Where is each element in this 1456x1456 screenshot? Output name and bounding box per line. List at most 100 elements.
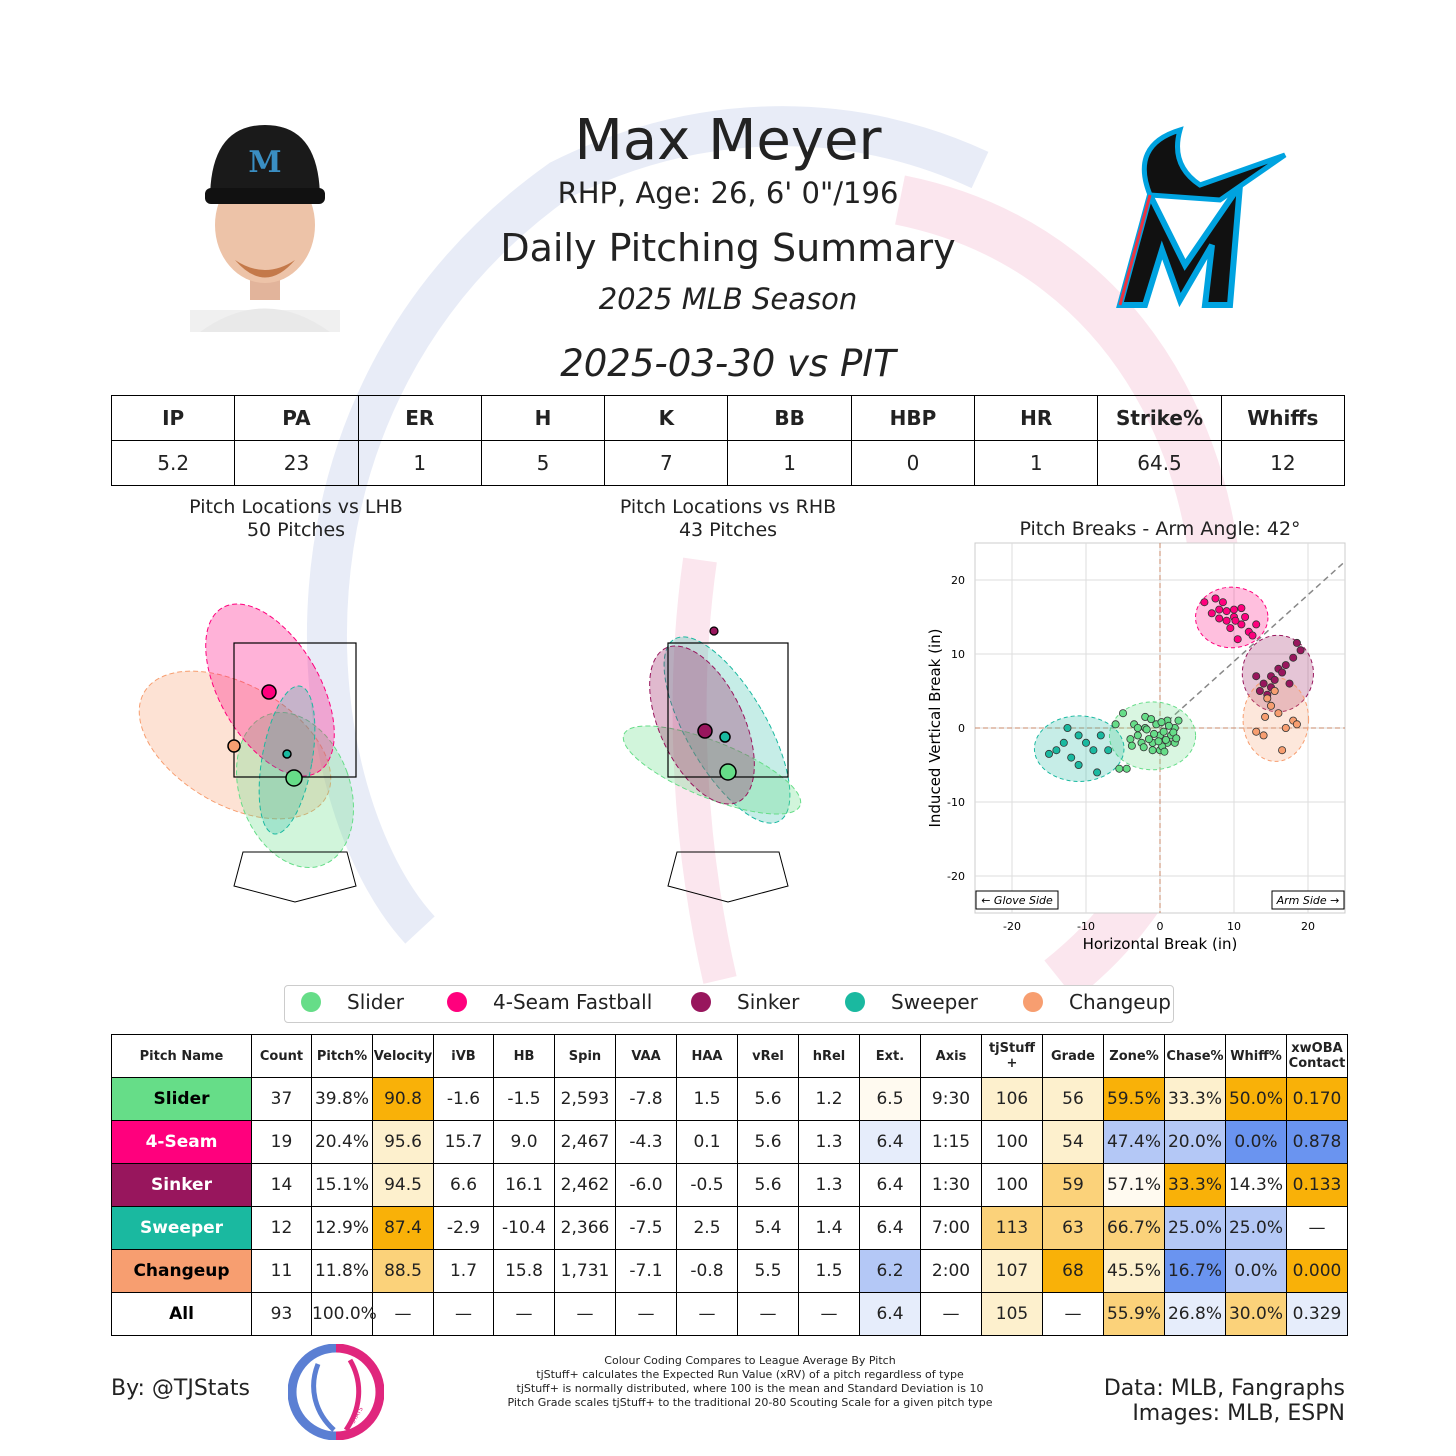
pitch-name-cell: Sinker (111, 1163, 252, 1207)
pitch-metric-cell: 6.4 (859, 1163, 921, 1207)
pitch-name-cell: All (111, 1292, 252, 1336)
data-point (1104, 746, 1113, 755)
pitch-table-header: Whiff% (1225, 1034, 1287, 1078)
data-point (1259, 679, 1268, 688)
data-point (1089, 746, 1098, 755)
data-point (1118, 709, 1127, 718)
x-tick-label: 10 (1227, 920, 1241, 933)
lhb-mean-4seam (261, 684, 277, 700)
pitch-metric-cell: 88.5 (372, 1249, 434, 1293)
pitch-metric-cell: 0.878 (1286, 1120, 1348, 1164)
pitch-metric-cell: 59 (1042, 1163, 1104, 1207)
lhb-mean-sweeper (282, 749, 292, 759)
pitch-table-row: 4-Seam 19 20.4% 95.6 15.7 9.0 2,467 -4.3 0.1 5.6 1… (111, 1120, 1348, 1164)
pitch-metric-cell: 0.1 (676, 1120, 738, 1164)
pitch-table-header: HB (493, 1034, 555, 1078)
data-point (1222, 616, 1231, 625)
data-point (1159, 727, 1168, 736)
data-point (1218, 598, 1227, 607)
pitch-table-header: Axis (920, 1034, 982, 1078)
pitch-name-cell: 4-Seam (111, 1120, 252, 1164)
footnote-line-2: tjStuff+ calculates the Expected Run Val… (536, 1368, 964, 1381)
data-point (1147, 715, 1156, 724)
stat-header-cell: Strike% (1097, 395, 1222, 441)
rhb-mean-sinker (697, 723, 713, 739)
pitch-table-header: Pitch Name (111, 1034, 252, 1078)
data-point (1157, 718, 1166, 727)
pitch-metric-cell: 2.5 (676, 1206, 738, 1250)
season-label: 2025 MLB Season (598, 282, 858, 316)
pitch-metric-cell: 2,467 (554, 1120, 616, 1164)
rhb-home-plate (667, 851, 789, 903)
stat-value-cell: 7 (604, 440, 729, 486)
pitch-metric-cell: 25.0% (1164, 1206, 1226, 1250)
pitch-metric-cell: 5.5 (737, 1249, 799, 1293)
data-point (1296, 646, 1305, 655)
pitch-metric-cell: 2,593 (554, 1077, 616, 1121)
pitch-metric-cell: 19 (251, 1120, 312, 1164)
arm-side-box (1271, 890, 1345, 910)
pitch-table-row: Changeup 11 11.8% 88.5 1.7 15.8 1,731 -7.1 -0.8 5… (111, 1249, 1348, 1293)
rhb-point-4seam (709, 626, 719, 636)
legend-item: Slider (301, 990, 404, 1014)
pitch-table-header: Zone% (1103, 1034, 1165, 1078)
tjstats-logo: STATS (288, 1344, 384, 1440)
data-point (1252, 620, 1261, 629)
lhb-mean-changeup (227, 739, 241, 753)
pitch-metric-cell: 0.0% (1225, 1120, 1287, 1164)
rhb-location-plot (622, 626, 802, 903)
marlins-logo (1116, 126, 1287, 308)
pitch-metric-cell: — (920, 1292, 982, 1336)
lhb-location-plot (138, 603, 357, 903)
stat-value-cell: 1 (357, 440, 482, 486)
data-point (1052, 746, 1061, 755)
data-point (1150, 729, 1159, 738)
pitch-metric-cell: — (493, 1292, 555, 1336)
stat-value-cell: 64.5 (1097, 440, 1222, 486)
pitch-table-header: Ext. (859, 1034, 921, 1078)
pitch-metric-cell: -4.3 (615, 1120, 677, 1164)
data-point (1215, 605, 1224, 614)
data-point (1160, 747, 1169, 756)
pitch-table-header: vRel (737, 1034, 799, 1078)
stat-value-cell: 5.2 (110, 440, 236, 486)
stat-header-cell: H (480, 395, 606, 441)
x-tick-label: -10 (1077, 920, 1095, 933)
data-point (1172, 734, 1181, 743)
data-point (1259, 731, 1268, 740)
pitch-metric-cell: 9:30 (920, 1077, 982, 1121)
stat-value-cell: 0 (850, 440, 976, 486)
x-tick-label: 0 (1157, 920, 1164, 933)
data-point (1252, 672, 1261, 681)
pitch-metric-cell: 106 (981, 1077, 1043, 1121)
stat-value-cell: 1 (727, 440, 852, 486)
data-point (1093, 768, 1102, 777)
pitch-metric-cell: -0.5 (676, 1163, 738, 1207)
data-point (1263, 694, 1272, 703)
pitch-metric-cell: 57.1% (1103, 1163, 1165, 1207)
pitch-table-header: iVB (433, 1034, 494, 1078)
pitch-metric-cell: 1.5 (798, 1249, 860, 1293)
y-tick-label: -10 (947, 796, 965, 809)
pitch-metric-cell: 20.0% (1164, 1120, 1226, 1164)
pitch-metric-cell: 87.4 (372, 1206, 434, 1250)
pitch-table-header: tjStuff + (981, 1034, 1043, 1078)
player-name: Max Meyer (574, 108, 882, 173)
pitch-table-header: VAA (615, 1034, 677, 1078)
data-point (1229, 605, 1238, 614)
arm-angle-line (1159, 560, 1346, 729)
data-point (1142, 725, 1151, 734)
legend-item: Sinker (691, 990, 799, 1014)
rhb-count: 43 Pitches (678, 519, 778, 541)
pitch-metric-cell: 0.133 (1286, 1163, 1348, 1207)
lhb-mean-slider (285, 769, 303, 787)
author-credit: By: @TJStats (111, 1376, 251, 1401)
data-point (1231, 616, 1240, 625)
data-point (1252, 727, 1261, 736)
data-point (1270, 675, 1279, 684)
legend-marker (301, 992, 321, 1012)
lhb-count: 50 Pitches (246, 519, 346, 541)
pitch-legend: Slider 4-Seam Fastball Sinker Sweeper Change… (284, 985, 1174, 1023)
pitch-metric-cell: 1.4 (798, 1206, 860, 1250)
data-point (1074, 731, 1083, 740)
